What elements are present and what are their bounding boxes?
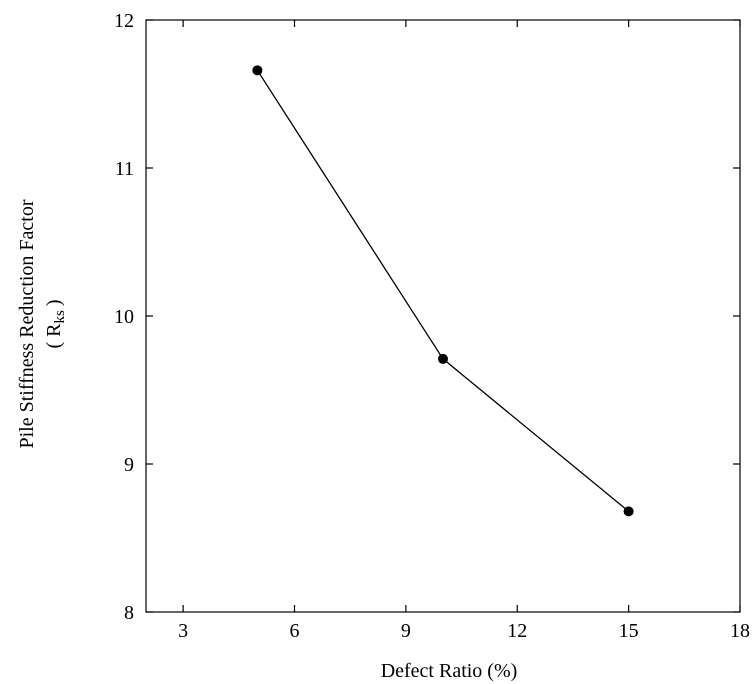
series-line: [256, 69, 630, 512]
y-axis-title-line1: Pile Stiffness Reduction Factor: [16, 199, 38, 448]
x-tick-label: 18: [730, 620, 750, 642]
y-axis-title-open: ( R: [43, 323, 65, 349]
y-axis-title-close: ): [43, 299, 65, 306]
x-tick-label: 15: [619, 620, 639, 642]
y-axis-title-subscript: ks: [52, 310, 68, 324]
data-series: [252, 65, 634, 517]
x-tick-label: 12: [507, 620, 527, 642]
y-tick-label: 12: [114, 10, 134, 32]
data-point: [438, 353, 448, 364]
x-tick-label: 9: [401, 620, 411, 642]
axis-ticks: [146, 19, 741, 613]
y-axis-title: Pile Stiffness Reduction Factor ( Rks): [16, 199, 68, 448]
x-tick-label: 3: [178, 620, 188, 642]
data-point: [252, 65, 263, 76]
axis-tick-labels: 3 6 9 12 15 18 8 9 10 11 12: [114, 10, 750, 642]
plot-frame: [145, 19, 741, 613]
y-axis-title-line2: ( Rks): [43, 299, 68, 348]
y-tick-label: 10: [114, 306, 134, 328]
y-tick-label: 11: [115, 158, 134, 180]
data-point: [623, 506, 634, 517]
x-axis-title: Defect Ratio (%): [381, 660, 518, 682]
y-tick-label: 8: [124, 602, 134, 624]
x-tick-label: 6: [290, 620, 300, 642]
y-tick-label: 9: [124, 454, 134, 476]
